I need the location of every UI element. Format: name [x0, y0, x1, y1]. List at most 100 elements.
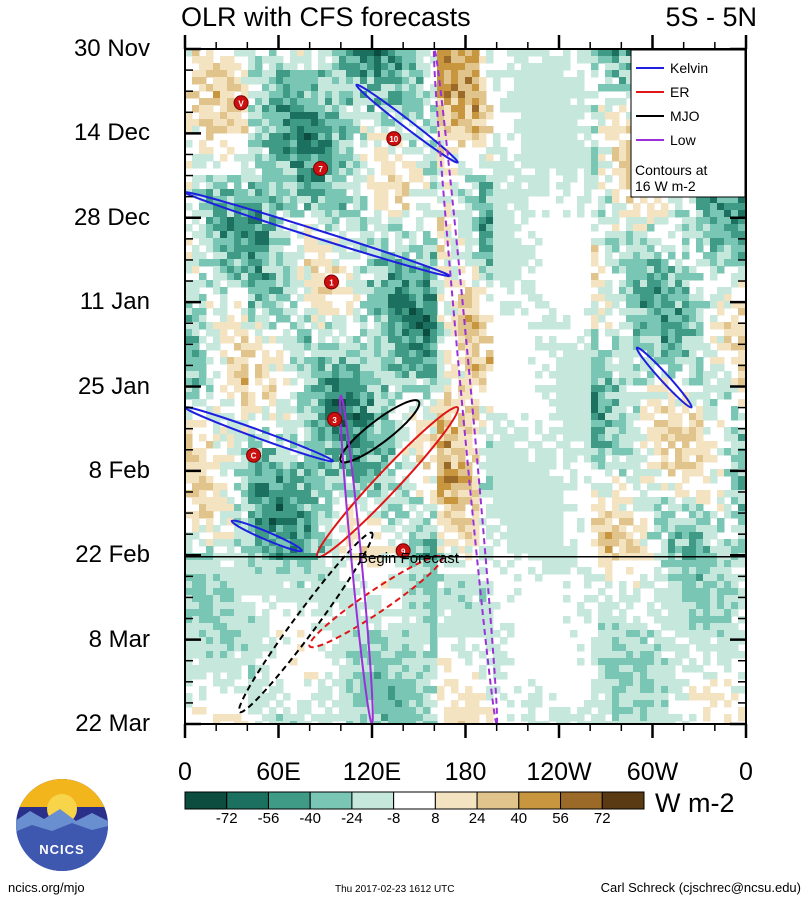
olr-cell: [591, 105, 599, 113]
olr-cell: [353, 490, 361, 498]
olr-cell: [185, 126, 193, 134]
olr-cell: [542, 504, 550, 512]
olr-cell: [318, 147, 326, 155]
olr-cell: [493, 602, 501, 610]
olr-cell: [710, 336, 718, 344]
olr-cell: [192, 70, 200, 78]
olr-cell: [409, 189, 417, 197]
olr-cell: [269, 385, 277, 393]
olr-cell: [241, 420, 249, 428]
olr-cell: [619, 364, 627, 372]
olr-cell: [353, 84, 361, 92]
olr-cell: [675, 364, 683, 372]
olr-cell: [241, 462, 249, 470]
olr-cell: [521, 469, 529, 477]
olr-cell: [507, 105, 515, 113]
olr-cell: [556, 497, 564, 505]
olr-cell: [185, 350, 193, 358]
olr-cell: [598, 357, 606, 365]
olr-cell: [374, 476, 382, 484]
olr-cell: [710, 266, 718, 274]
olr-cell: [192, 350, 200, 358]
olr-cell: [353, 70, 361, 78]
olr-cell: [255, 175, 263, 183]
olr-cell: [192, 161, 200, 169]
olr-cell: [374, 280, 382, 288]
olr-cell: [199, 616, 207, 624]
olr-cell: [304, 462, 312, 470]
olr-cell: [584, 476, 592, 484]
olr-cell: [395, 98, 403, 106]
olr-cell: [584, 350, 592, 358]
olr-cell: [395, 336, 403, 344]
olr-cell: [598, 441, 606, 449]
olr-cell: [395, 623, 403, 631]
olr-cell: [213, 322, 221, 330]
olr-cell: [262, 609, 270, 617]
olr-cell: [549, 518, 557, 526]
olr-cell: [423, 532, 431, 540]
olr-cell: [710, 567, 718, 575]
olr-cell: [276, 588, 284, 596]
olr-cell: [213, 441, 221, 449]
olr-cell: [290, 511, 298, 519]
olr-cell: [325, 602, 333, 610]
olr-cell: [248, 77, 256, 85]
olr-cell: [479, 602, 487, 610]
olr-cell: [528, 182, 536, 190]
olr-cell: [311, 189, 319, 197]
olr-cell: [724, 287, 732, 295]
olr-cell: [689, 224, 697, 232]
olr-cell: [248, 287, 256, 295]
olr-cell: [360, 448, 368, 456]
olr-cell: [738, 203, 746, 211]
olr-cell: [458, 434, 466, 442]
olr-cell: [367, 329, 375, 337]
olr-cell: [213, 343, 221, 351]
olr-cell: [675, 350, 683, 358]
olr-cell: [234, 595, 242, 603]
olr-cell: [710, 546, 718, 554]
olr-cell: [647, 266, 655, 274]
olr-cell: [395, 63, 403, 71]
olr-cell: [710, 231, 718, 239]
olr-cell: [381, 469, 389, 477]
olr-cell: [416, 609, 424, 617]
olr-cell: [689, 336, 697, 344]
olr-cell: [682, 252, 690, 260]
olr-cell: [185, 420, 193, 428]
olr-cell: [626, 301, 634, 309]
olr-cell: [360, 126, 368, 134]
olr-cell: [388, 280, 396, 288]
olr-cell: [682, 245, 690, 253]
olr-cell: [528, 287, 536, 295]
olr-cell: [192, 532, 200, 540]
olr-cell: [535, 77, 543, 85]
olr-cell: [311, 588, 319, 596]
olr-cell: [472, 350, 480, 358]
olr-cell: [276, 476, 284, 484]
olr-cell: [227, 203, 235, 211]
olr-cell: [262, 294, 270, 302]
olr-cell: [479, 371, 487, 379]
olr-cell: [346, 350, 354, 358]
olr-cell: [388, 301, 396, 309]
olr-cell: [227, 616, 235, 624]
olr-cell: [304, 315, 312, 323]
olr-cell: [675, 343, 683, 351]
olr-cell: [493, 238, 501, 246]
olr-cell: [374, 455, 382, 463]
olr-cell: [283, 252, 291, 260]
olr-cell: [367, 63, 375, 71]
olr-cell: [647, 357, 655, 365]
olr-cell: [647, 504, 655, 512]
olr-cell: [290, 112, 298, 120]
olr-cell: [395, 231, 403, 239]
olr-cell: [430, 434, 438, 442]
olr-cell: [584, 406, 592, 414]
olr-cell: [290, 189, 298, 197]
olr-cell: [241, 539, 249, 547]
olr-cell: [374, 497, 382, 505]
olr-cell: [374, 140, 382, 148]
olr-cell: [325, 371, 333, 379]
